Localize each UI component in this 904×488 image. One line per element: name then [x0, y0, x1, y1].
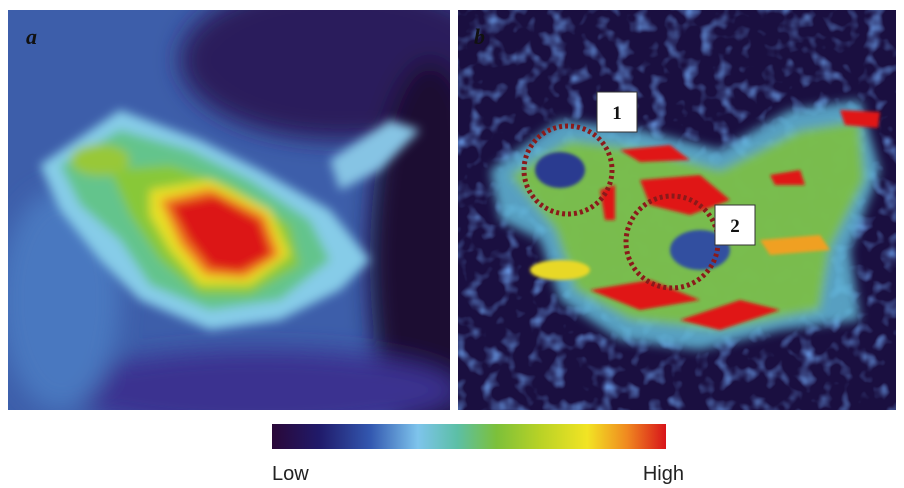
colorbar-max-label: High [643, 463, 684, 485]
annotation-label: 2 [730, 216, 740, 237]
annotation-box: 1 [597, 92, 637, 132]
panel-a-image [0, 0, 500, 460]
annotation-box: 2 [715, 205, 755, 245]
colorbar [272, 424, 666, 449]
panel-label: a [26, 24, 37, 49]
colorbar-min-label: Low [272, 463, 309, 485]
figure: a b 1 2 Low High [0, 0, 904, 488]
panel-b-image [458, 10, 896, 410]
annotation-label: 1 [612, 103, 622, 124]
panel-label: b [474, 24, 485, 49]
